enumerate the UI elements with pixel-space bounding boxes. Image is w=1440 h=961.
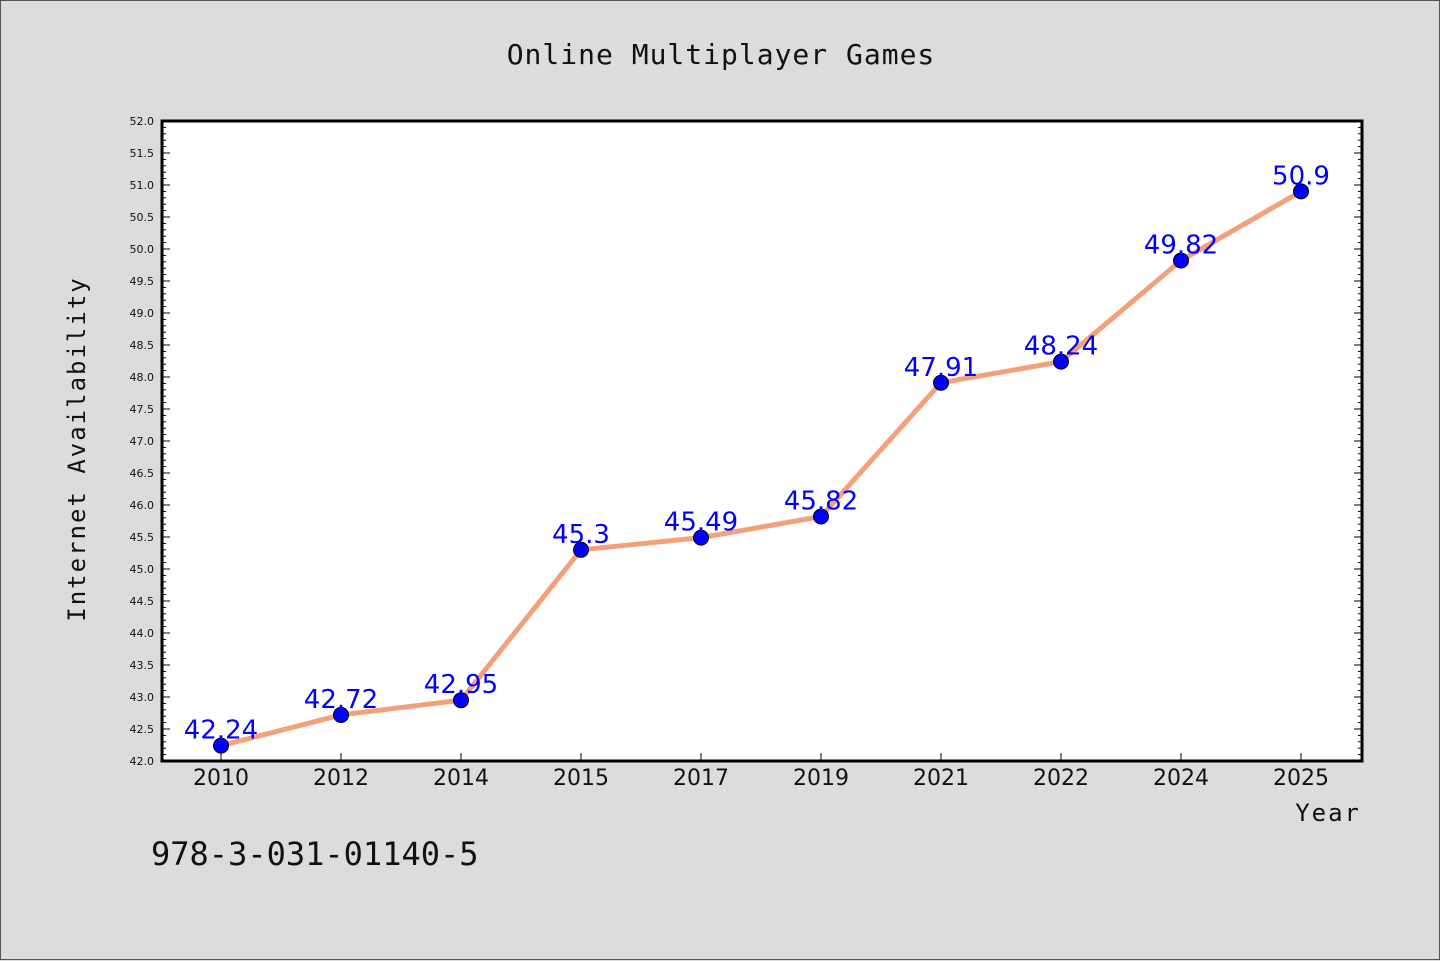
x-tick-label: 2019: [793, 766, 849, 791]
x-tick-label: 2015: [553, 766, 609, 791]
series-line: [218, 188, 1304, 749]
x-tick-label: 2014: [433, 766, 489, 791]
data-point: [213, 737, 229, 754]
x-axis: 2010 2012 2014 2015 2017 2019 2021 2022 2024 2025: [193, 753, 1329, 791]
y-axis: 42.0 42.5 43.0 43.5 44.0 44.5 45.0 45.5 46.0 46.5…: [130, 115, 1362, 768]
data-label: 50.9: [1272, 161, 1330, 191]
plot-area: [160, 119, 1364, 763]
x-tick-label: 2012: [313, 766, 369, 791]
data-point: [1293, 183, 1309, 200]
y-tick-label: 45.0: [130, 563, 155, 576]
y-tick-label: 47.5: [130, 403, 155, 416]
data-point: [1053, 353, 1069, 370]
data-label: 48.24: [1024, 332, 1098, 362]
y-tick-label: 48.5: [130, 339, 155, 352]
y-tick-label: 51.5: [130, 147, 155, 160]
y-tick-label: 51.0: [130, 179, 155, 192]
y-tick-label: 48.0: [130, 371, 155, 384]
y-tick-label: 42.5: [130, 723, 155, 736]
x-tick-label: 2017: [673, 766, 729, 791]
y-tick-label: 43.0: [130, 691, 155, 704]
chart-title: Online Multiplayer Games: [507, 38, 936, 71]
data-label: 45.3: [552, 520, 610, 550]
y-tick-label: 47.0: [130, 435, 155, 448]
data-label: 49.82: [1144, 231, 1218, 261]
x-tick-label: 2010: [193, 766, 249, 791]
data-point: [573, 541, 589, 558]
x-tick-label: 2021: [913, 766, 969, 791]
y-tick-label: 42.0: [130, 755, 155, 768]
x-tick-label: 2022: [1033, 766, 1089, 791]
x-tick-label: 2024: [1153, 766, 1209, 791]
data-point: [813, 508, 829, 525]
y-tick-label: 50.5: [130, 211, 155, 224]
data-point: [1173, 252, 1189, 269]
y-axis-label: Internet Availability: [63, 276, 91, 621]
y-tick-label: 46.0: [130, 499, 155, 512]
y-tick-label: 49.5: [130, 275, 155, 288]
data-point: [333, 706, 349, 723]
y-tick-label: 43.5: [130, 659, 155, 672]
data-label: 42.95: [424, 670, 498, 700]
data-label: 45.82: [784, 487, 858, 517]
y-tick-label: 44.5: [130, 595, 155, 608]
data-label: 42.24: [184, 716, 258, 746]
x-tick-label: 2025: [1273, 766, 1329, 791]
y-tick-label: 45.5: [130, 531, 155, 544]
data-point: [453, 692, 469, 709]
y-tick-label: 50.0: [130, 243, 155, 256]
data-labels: 42.24 42.72 42.95 45.3 45.49 45.82 47.91 48.24 4…: [184, 161, 1330, 745]
y-tick-label: 52.0: [130, 115, 155, 128]
isbn-annotation: 978-3-031-01140-5: [151, 835, 479, 873]
data-point: [693, 529, 709, 546]
y-tick-label: 44.0: [130, 627, 155, 640]
y-tick-label: 46.5: [130, 467, 155, 480]
x-axis-label: Year: [1295, 799, 1361, 827]
data-label: 45.49: [664, 508, 738, 538]
data-point: [933, 374, 949, 391]
series-layer: [213, 183, 1309, 754]
data-label: 42.72: [304, 685, 378, 715]
y-tick-label: 49.0: [130, 307, 155, 320]
data-label: 47.91: [904, 353, 978, 383]
